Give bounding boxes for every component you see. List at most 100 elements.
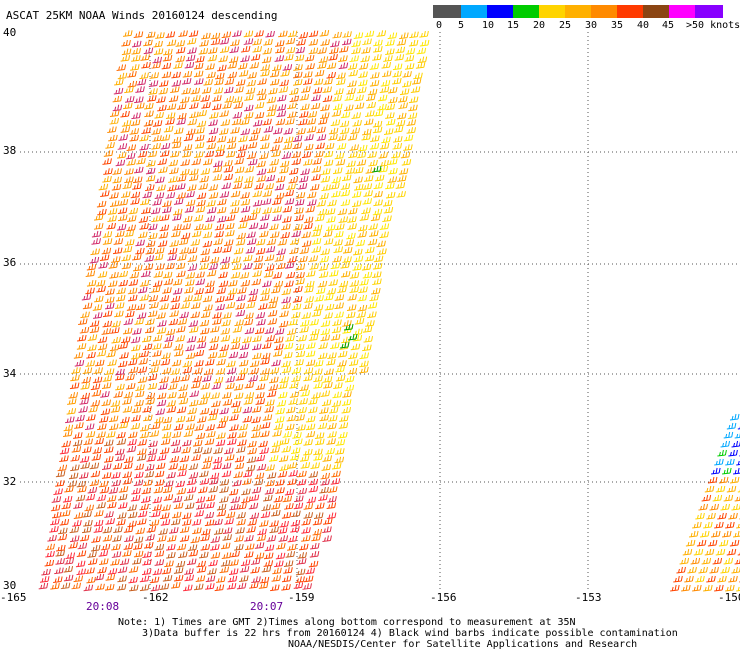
wind-barb xyxy=(196,560,206,568)
wind-barb xyxy=(362,344,372,352)
wind-barb xyxy=(170,439,181,447)
legend-swatch-7 xyxy=(617,5,643,18)
wind-barb xyxy=(187,47,197,55)
wind-barb xyxy=(158,383,168,390)
wind-barb xyxy=(127,215,137,222)
wind-barb xyxy=(327,199,337,207)
wind-barb xyxy=(159,295,170,302)
wind-barb xyxy=(127,287,138,295)
wind-barb xyxy=(175,560,186,568)
wind-barb xyxy=(320,390,331,398)
wind-barb xyxy=(244,392,255,399)
wind-barb xyxy=(189,168,199,176)
wind-barb xyxy=(71,582,82,590)
wind-barb xyxy=(75,494,86,502)
wind-barb xyxy=(395,182,406,189)
wind-barb xyxy=(416,47,427,55)
wind-barb xyxy=(699,530,710,538)
wind-barb xyxy=(723,431,734,439)
wind-barb xyxy=(204,286,215,294)
wind-barb xyxy=(79,326,90,334)
wind-barb xyxy=(199,408,210,415)
wind-barb xyxy=(703,584,713,592)
wind-barb xyxy=(340,183,351,190)
wind-barb xyxy=(269,367,280,374)
wind-barb xyxy=(256,168,267,176)
wind-barb xyxy=(331,462,342,470)
wind-barb xyxy=(244,176,254,183)
wind-barb xyxy=(156,96,166,104)
wind-barb xyxy=(186,558,197,566)
wind-barb xyxy=(104,511,114,518)
wind-barb xyxy=(175,415,186,423)
wind-barb xyxy=(347,80,357,88)
wind-barb xyxy=(250,558,261,565)
wind-barb xyxy=(117,360,128,368)
wind-barb xyxy=(106,431,116,438)
wind-barb xyxy=(156,399,167,407)
wind-barb xyxy=(217,64,227,72)
wind-barb xyxy=(340,111,351,119)
wind-barb xyxy=(117,143,128,150)
wind-barb xyxy=(732,530,740,538)
pass-time-right: 20:07 xyxy=(250,600,284,613)
wind-barb xyxy=(108,134,118,142)
wind-barb xyxy=(382,200,393,207)
wind-barb xyxy=(216,206,227,214)
wind-barb xyxy=(167,254,177,261)
wind-barb xyxy=(222,399,233,406)
wind-barb xyxy=(252,343,262,351)
wind-barb xyxy=(328,406,339,414)
wind-barb xyxy=(300,103,310,111)
wind-barb xyxy=(117,72,128,80)
wind-barb xyxy=(233,247,244,255)
wind-barb xyxy=(237,222,248,229)
wind-barb xyxy=(243,318,254,326)
wind-barb xyxy=(356,151,367,159)
wind-barb xyxy=(186,478,197,486)
wind-barb xyxy=(247,295,258,302)
wind-barb xyxy=(152,496,162,504)
wind-barb xyxy=(236,582,247,590)
wind-barb xyxy=(111,184,122,191)
wind-barb xyxy=(369,294,379,302)
wind-barb xyxy=(115,230,125,238)
wind-barb xyxy=(130,336,141,344)
wind-barb xyxy=(262,47,273,55)
wind-barb xyxy=(292,79,303,86)
wind-barb xyxy=(68,472,79,480)
wind-barb xyxy=(228,488,239,496)
wind-barb xyxy=(266,472,277,479)
wind-barb xyxy=(366,94,376,102)
wind-barb xyxy=(154,470,165,478)
wind-barb xyxy=(249,494,260,502)
wind-barb xyxy=(85,431,96,438)
wind-barb xyxy=(176,175,187,182)
wind-barb xyxy=(293,64,303,71)
wind-barb xyxy=(255,454,266,462)
wind-barb xyxy=(340,189,351,197)
wind-barb xyxy=(93,213,104,221)
wind-barb xyxy=(374,174,385,182)
wind-barb xyxy=(135,239,145,247)
wind-barb xyxy=(322,86,332,94)
wind-barb xyxy=(291,375,301,383)
wind-barb xyxy=(237,287,247,294)
wind-barb xyxy=(198,183,208,190)
wind-barb xyxy=(134,463,145,471)
wind-barb xyxy=(152,568,163,576)
wind-barb xyxy=(192,440,203,447)
wind-barb xyxy=(120,191,131,198)
wind-barb xyxy=(385,191,396,199)
wind-barb xyxy=(87,486,98,494)
wind-barb xyxy=(254,183,264,190)
wind-barb xyxy=(306,342,316,349)
wind-barb xyxy=(242,416,253,423)
wind-barb xyxy=(314,295,324,302)
wind-barb xyxy=(188,30,199,38)
wind-barb xyxy=(335,223,345,231)
wind-barb xyxy=(294,199,305,206)
wind-barb xyxy=(71,446,82,453)
wind-barb xyxy=(294,495,304,503)
wind-barb xyxy=(240,280,251,287)
